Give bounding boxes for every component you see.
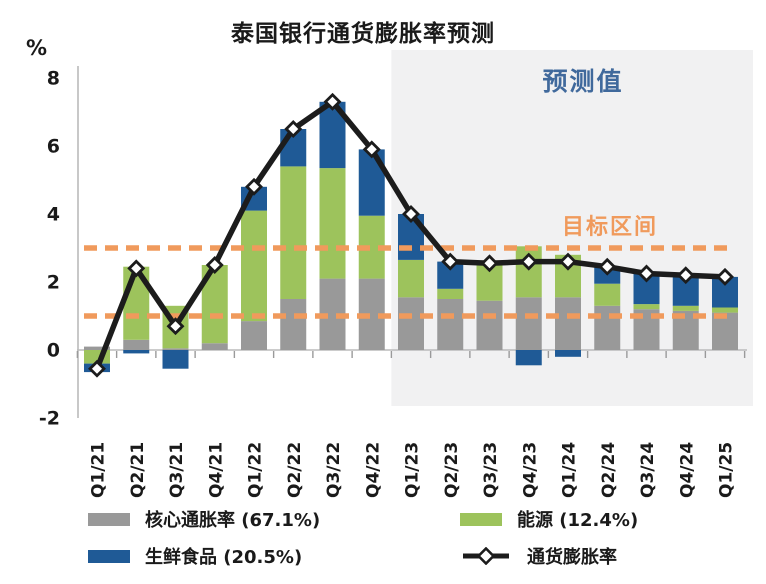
bar-segment-core [84,346,110,350]
fresh-food-swatch [88,549,130,563]
y-tick-label: 6 [47,136,60,158]
bar-segment-energy [672,305,699,311]
inflation-marker [245,177,263,196]
target-band-lines [84,245,732,319]
inflation-marker [402,205,420,223]
inflation-line-marker-icon [463,547,509,565]
bar-segment-energy [594,283,621,306]
inflation-marker [127,259,146,278]
x-tick-label: Q1/22 [246,442,266,498]
x-tick-label: Q4/21 [206,442,226,498]
x-tick-label: Q1/24 [560,442,580,498]
bar-segment-fresh [123,350,150,354]
y-tick-labels: 8 6 4 2 0 -2 [39,68,60,430]
x-tick-label: Q2/23 [442,442,462,498]
bar-segment-fresh [515,350,542,366]
y-axis-unit-label: % [26,36,48,60]
inflation-marker [559,252,577,271]
y-tick-label: 8 [47,68,60,90]
bar-segment-energy [712,307,738,313]
bar-segment-energy [398,259,424,298]
x-tick-label: Q3/22 [324,442,344,498]
y-tick-label: 2 [47,272,60,294]
x-tick-label: Q1/21 [89,442,109,498]
energy-swatch [460,512,502,526]
y-tick-label: 0 [47,340,60,362]
y-tick-label: -2 [39,408,60,430]
inflation-marker [284,120,303,138]
bar-segment-fresh [555,350,581,357]
x-tick-labels: Q1/21 Q2/21 Q3/21 Q4/21 Q1/22 Q2/22 Q3/22 Q4/22… [89,442,737,498]
inflation-marker [166,317,185,336]
x-tick-label: Q2/21 [128,442,148,498]
bar-segment-core [437,299,464,350]
x-tick-label: Q2/22 [285,442,305,498]
bar-segment-core [123,339,150,350]
x-tick-label: Q4/24 [677,442,697,498]
legend: 核心通胀率 (67.1%) 能源 (12.4%) 生鲜食品 (20.5%) 通货… [88,506,748,569]
chart-title: 泰国银行通货膨胀率预测 [231,21,495,47]
target-band-label: 目标区间 [561,215,658,240]
bar-segment-core [515,297,542,350]
inflation-marker [637,264,656,283]
bar-segment-core [712,312,738,350]
bar-segment-core [594,305,621,350]
inflation-marker [519,252,538,271]
bar-segment-core [398,297,424,350]
legend-label-inflation-line: 通货膨胀率 [527,547,617,568]
x-tick-label: Q4/23 [520,442,540,498]
x-tick-label: Q3/24 [638,442,658,498]
legend-item-inflation-line: 通货膨胀率 [460,543,748,569]
x-tick-label: Q3/21 [167,442,187,498]
x-tick-label: Q1/25 [717,442,737,498]
inflation-marker [716,267,734,286]
plot-area: 8 6 4 2 0 -2 Q1/21 Q2/21 Q3/21 Q4/21 Q1/22 Q2/22 Q3… [39,50,753,498]
bar-segment-core [280,299,307,350]
bar-segment-core [476,300,503,350]
x-tick-label: Q2/24 [599,442,619,498]
bar-segment-core [162,348,189,350]
inflation-marker [676,266,695,285]
legend-item-fresh-food: 生鲜食品 (20.5%) [88,543,460,569]
bar-segment-core [555,297,581,350]
core-inflation-swatch [88,512,130,526]
bar-segment-fresh [162,350,189,369]
inflation-marker [480,254,499,273]
inflation-line-series [88,92,734,378]
x-tick-label: Q1/23 [403,442,423,498]
inflation-marker [441,252,460,271]
bar-segment-core [201,343,228,350]
bar-segment-energy [319,168,346,279]
legend-label-energy: 能源 (12.4%) [517,510,639,531]
bar-segment-core [241,321,267,350]
bar-segment-energy [280,166,307,299]
bar-series [84,101,738,373]
bar-segment-energy [241,210,267,322]
legend-label-fresh-food: 生鲜食品 (20.5%) [145,547,303,568]
x-tick-label: Q4/22 [363,442,383,498]
x-tick-label: Q3/23 [481,442,501,498]
legend-item-core: 核心通胀率 (67.1%) [88,506,460,532]
inflation-marker [323,92,342,111]
inflation-marker [362,140,381,159]
legend-label-core: 核心通胀率 (67.1%) [145,510,321,531]
inflation-marker [88,359,106,378]
bar-segment-energy [633,304,660,310]
bar-segment-energy [437,288,464,299]
y-tick-label: 4 [47,204,60,226]
forecast-region-label: 预测值 [542,67,624,96]
inflation-marker [205,256,224,274]
inflation-marker [598,257,617,276]
legend-item-energy: 能源 (12.4%) [460,506,748,532]
